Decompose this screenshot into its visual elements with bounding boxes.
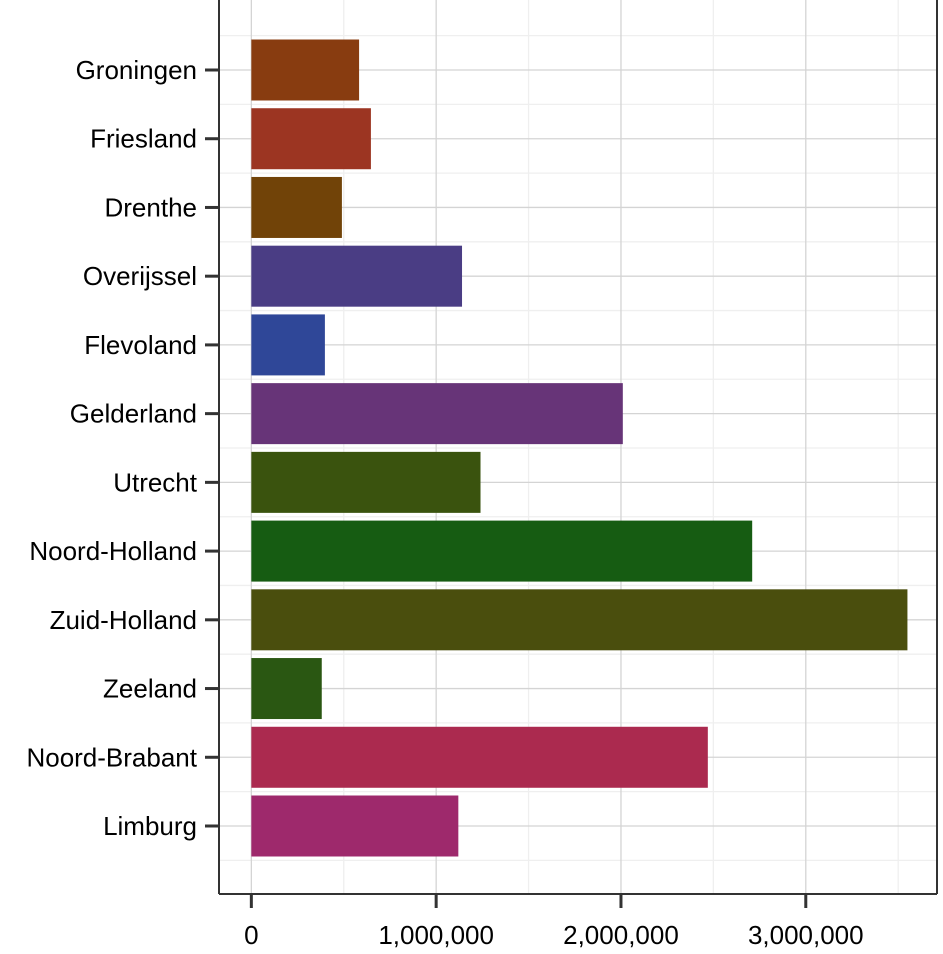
bar-noord-holland xyxy=(251,520,753,582)
bar-zeeland xyxy=(251,658,322,720)
y-axis: Groningen Friesland Drenthe Overijssel Flevo… xyxy=(26,55,219,841)
x-tick-label: 2,000,000 xyxy=(563,920,679,950)
bar-limburg xyxy=(251,795,459,857)
x-axis: 0 1,000,000 2,000,000 3,000,000 xyxy=(244,894,864,950)
y-tick-label: Overijssel xyxy=(83,261,197,291)
y-tick-label: Utrecht xyxy=(113,467,198,497)
y-tick-label: Friesland xyxy=(90,124,197,154)
bar-groningen xyxy=(251,39,360,101)
bar-friesland xyxy=(251,108,371,170)
x-tick-label: 3,000,000 xyxy=(748,920,864,950)
y-tick-label: Groningen xyxy=(76,55,197,85)
bar-noord-brabant xyxy=(251,726,708,788)
y-tick-label: Drenthe xyxy=(105,192,198,222)
x-tick-label: 0 xyxy=(244,920,258,950)
x-tick-label: 1,000,000 xyxy=(378,920,494,950)
bar-flevoland xyxy=(251,314,325,376)
bar-utrecht xyxy=(251,451,481,513)
bar-gelderland xyxy=(251,383,623,445)
y-tick-label: Zeeland xyxy=(103,674,197,704)
y-tick-label: Flevoland xyxy=(84,330,197,360)
y-tick-label: Zuid-Holland xyxy=(50,605,197,635)
y-tick-label: Noord-Brabant xyxy=(26,742,197,772)
bars xyxy=(251,39,908,857)
bar-drenthe xyxy=(251,176,342,238)
y-tick-label: Noord-Holland xyxy=(29,536,197,566)
minor-gridlines xyxy=(219,0,937,894)
bar-overijssel xyxy=(251,245,463,307)
y-tick-label: Limburg xyxy=(103,811,197,841)
y-tick-label: Gelderland xyxy=(70,399,197,429)
bar-zuid-holland xyxy=(251,589,908,651)
